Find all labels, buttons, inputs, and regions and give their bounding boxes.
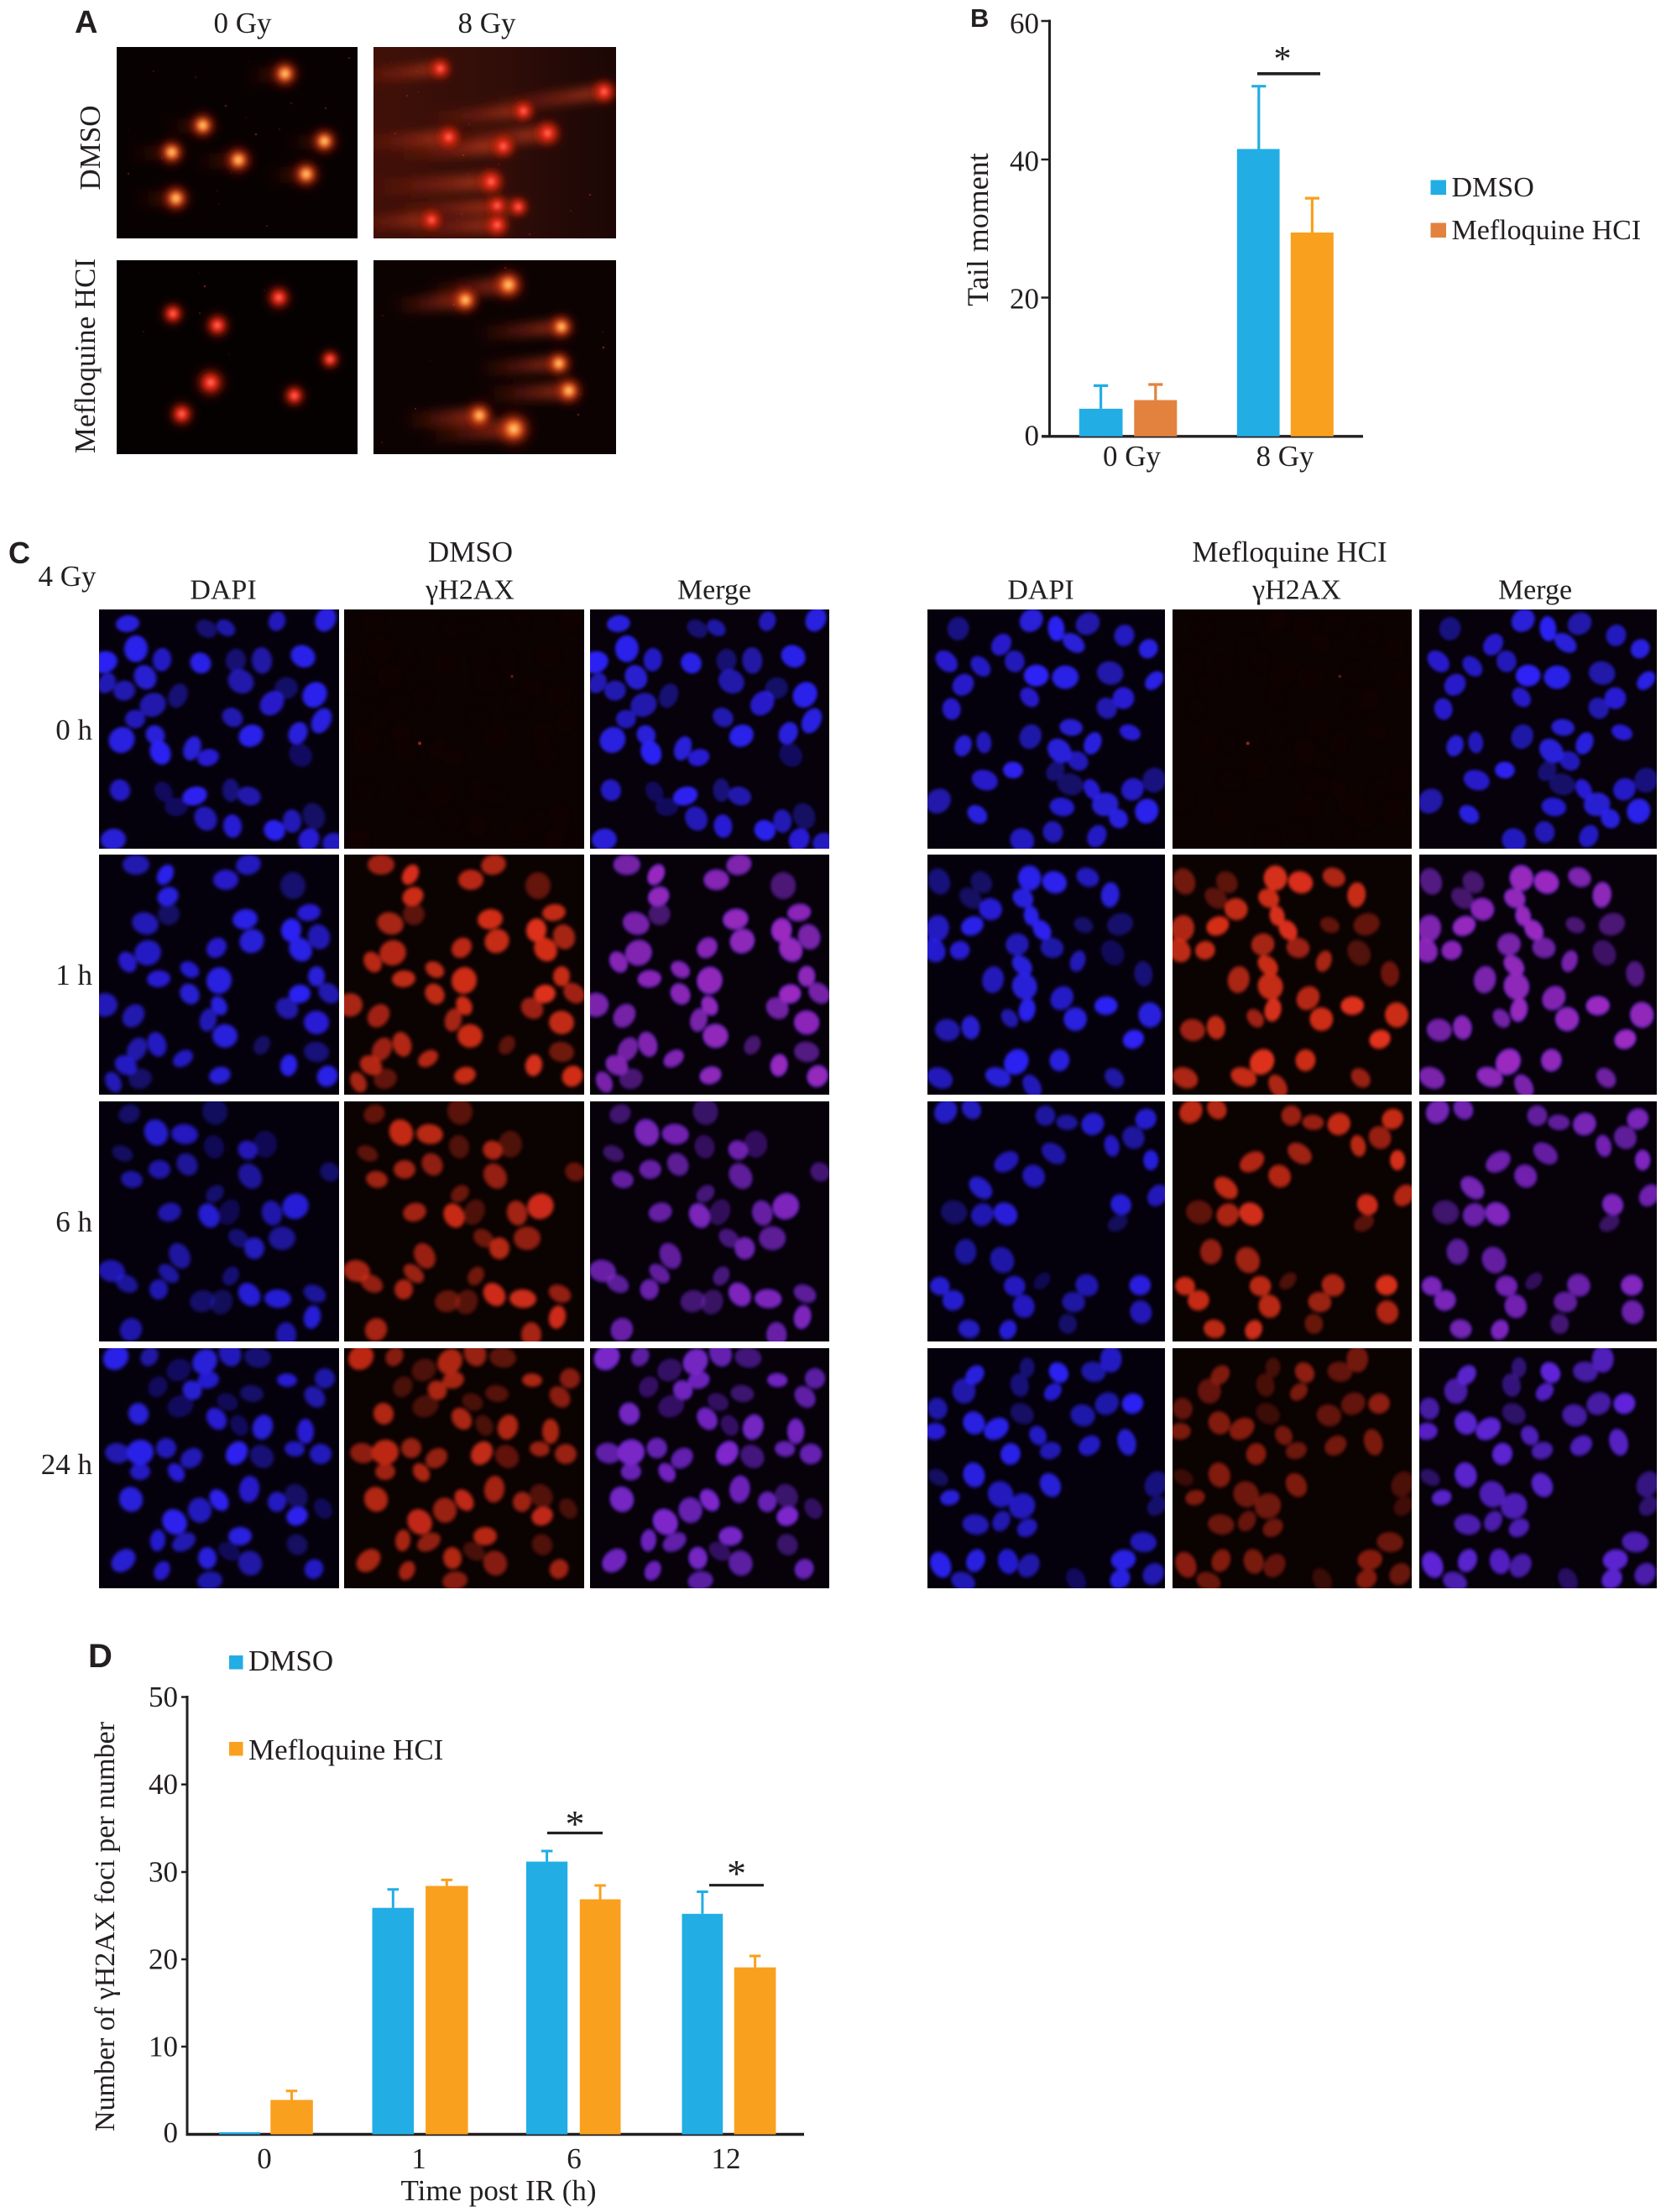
svg-text:DMSO: DMSO [74, 105, 107, 190]
svg-text:*: * [566, 1802, 585, 1845]
svg-text:B: B [970, 3, 989, 33]
svg-text:0: 0 [257, 2142, 272, 2175]
svg-text:γH2AX: γH2AX [1251, 575, 1341, 606]
svg-text:Tail moment: Tail moment [961, 153, 995, 306]
svg-text:Merge: Merge [677, 575, 751, 606]
svg-text:DAPI: DAPI [190, 575, 256, 606]
svg-text:1: 1 [411, 2142, 426, 2175]
svg-text:D: D [88, 1638, 112, 1675]
svg-text:24 h: 24 h [41, 1448, 93, 1481]
svg-text:Mefloquine HCI: Mefloquine HCI [1452, 215, 1642, 246]
svg-text:C: C [8, 536, 30, 570]
svg-text:50: 50 [149, 1681, 178, 1713]
svg-text:12: 12 [712, 2142, 741, 2175]
svg-text:0 Gy: 0 Gy [213, 7, 272, 39]
svg-text:Time post IR (h): Time post IR (h) [400, 2174, 596, 2207]
svg-text:30: 30 [149, 1856, 178, 1889]
svg-text:*: * [727, 1852, 746, 1895]
svg-text:Mefloquine HCI: Mefloquine HCI [248, 1734, 443, 1766]
svg-text:Merge: Merge [1498, 575, 1572, 606]
svg-text:0: 0 [1025, 420, 1040, 452]
svg-text:40: 40 [149, 1768, 178, 1801]
svg-text:0 Gy: 0 Gy [1103, 440, 1162, 473]
svg-text:DMSO: DMSO [248, 1645, 333, 1677]
svg-text:10: 10 [149, 2031, 178, 2063]
svg-text:60: 60 [1010, 8, 1039, 40]
svg-text:8 Gy: 8 Gy [457, 7, 516, 39]
svg-text:Mefloquine HCI: Mefloquine HCI [69, 259, 102, 453]
svg-text:0: 0 [164, 2116, 179, 2149]
svg-text:DAPI: DAPI [1007, 575, 1073, 606]
svg-text:γH2AX: γH2AX [425, 575, 514, 606]
svg-text:Number of γH2AX foci per numbe: Number of γH2AX foci per number [90, 1721, 121, 2131]
svg-text:Mefloquine HCI: Mefloquine HCI [1192, 536, 1387, 568]
svg-text:*: * [1274, 40, 1292, 79]
svg-text:20: 20 [1010, 283, 1039, 316]
svg-text:6: 6 [567, 2142, 582, 2175]
svg-text:8 Gy: 8 Gy [1256, 440, 1314, 473]
svg-text:DMSO: DMSO [428, 536, 513, 568]
svg-text:DMSO: DMSO [1452, 172, 1534, 203]
svg-text:A: A [75, 5, 97, 40]
svg-text:6 h: 6 h [55, 1205, 92, 1238]
svg-text:1 h: 1 h [55, 959, 92, 991]
svg-text:0 h: 0 h [55, 714, 92, 746]
svg-text:4 Gy: 4 Gy [38, 560, 97, 593]
svg-text:40: 40 [1010, 145, 1039, 178]
svg-text:20: 20 [149, 1943, 178, 1976]
